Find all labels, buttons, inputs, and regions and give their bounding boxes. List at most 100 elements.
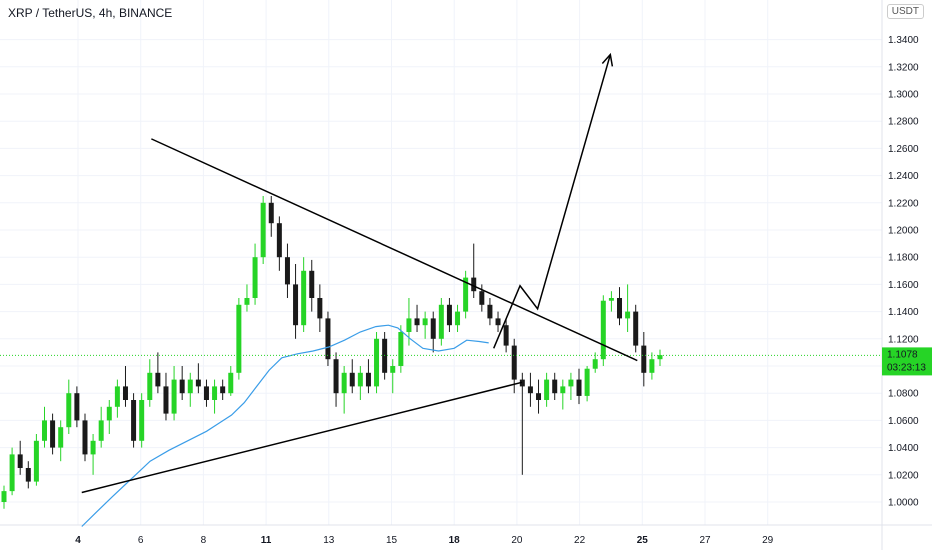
candle [58,420,64,462]
candle-body [195,379,201,387]
x-tick-label: 25 [637,535,649,546]
candle-body [536,393,542,400]
candle [9,447,15,496]
candle-body [244,298,250,305]
candle [576,368,582,405]
candle [17,440,23,475]
candle [195,363,201,394]
candle-body [114,386,120,407]
candle [276,216,282,271]
trendline-lower-support[interactable] [81,381,523,494]
candle [90,434,96,475]
candle-body [17,454,23,468]
candle [122,366,128,407]
candles [1,196,663,509]
candle-body [268,202,274,224]
candle [179,366,185,400]
candle-body [317,298,323,319]
candle-body [33,440,39,482]
candle [66,379,72,434]
candle-body [122,386,128,400]
candle-body [471,277,477,292]
projection-path[interactable] [493,54,612,349]
x-tick-label: 29 [762,535,774,546]
candle [641,332,647,387]
moving-average-line [81,324,489,527]
candle [212,379,218,414]
candle-body [374,338,380,387]
candle-body [446,304,452,326]
candle [544,372,550,407]
trendline-upper-resistance[interactable] [151,138,638,362]
candle [114,379,120,418]
candle-body [9,454,15,492]
x-axis[interactable]: 4 6 8 11 13 15 18 20 22 25 27 29 [75,535,773,546]
candle-body [608,298,614,301]
candle-body [592,359,598,369]
y-tick-label: 1.1400 [888,307,919,318]
symbol-title[interactable]: XRP / TetherUS, 4h, BINANCE [8,6,173,20]
candle-body [50,420,56,448]
candle [41,406,47,448]
arrowhead-icon [601,52,614,67]
candle-body [293,284,299,326]
candle [98,406,104,448]
candle-body [487,304,493,319]
x-tick-label: 27 [699,535,711,546]
candle [293,264,299,339]
candle [50,413,56,455]
x-tick-label: 11 [261,535,272,546]
candle-body [74,393,80,421]
y-tick-label: 1.3400 [888,35,919,46]
candle [617,287,623,326]
candle [309,259,315,312]
y-tick-label: 1.1600 [888,280,919,291]
y-tick-label: 1.0400 [888,443,919,454]
currency-unit-button[interactable]: USDT [886,4,924,19]
candle-body [106,406,112,421]
candle-body [398,332,404,366]
candle [333,352,339,407]
candle-body [163,386,169,414]
y-tick-label: 1.2200 [888,198,919,209]
y-axis[interactable]: 1.00001.02001.04001.06001.08001.10001.12… [888,35,919,508]
candle-body [617,298,623,319]
candle [349,359,355,394]
candle-body [495,318,501,326]
candle-body [365,372,371,387]
candle [374,332,380,394]
candle-body [325,318,331,360]
candle-body [58,427,64,448]
candle [252,243,258,305]
candle [463,270,469,319]
candle-body [576,379,582,396]
y-tick-label: 1.1200 [888,334,919,345]
candle [187,372,193,407]
y-tick-label: 1.3000 [888,90,919,101]
candle-body [179,379,185,394]
candle-body [544,379,550,400]
candle-body [430,318,436,339]
candle [357,366,363,400]
y-tick-label: 1.2400 [888,171,919,182]
y-tick-label: 1.2600 [888,144,919,155]
candle-body [600,300,606,360]
candle-body [212,386,218,400]
candle-body [98,420,104,441]
candle-body [155,372,161,387]
candle [236,298,242,380]
candle-body [414,318,420,326]
candle [527,372,533,407]
candle [471,243,477,298]
candle-body [633,311,639,346]
candle [163,372,169,421]
price-badge-bg [882,347,932,376]
candle [560,379,566,410]
candle [74,386,80,428]
candle [228,366,234,396]
x-tick-label: 8 [201,535,207,546]
candle-body [90,440,96,455]
candle [608,291,614,312]
candle [25,461,31,489]
